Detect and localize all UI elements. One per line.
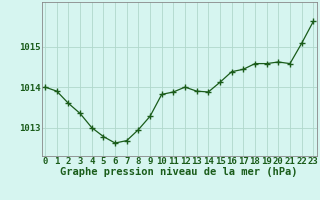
X-axis label: Graphe pression niveau de la mer (hPa): Graphe pression niveau de la mer (hPa) — [60, 167, 298, 177]
